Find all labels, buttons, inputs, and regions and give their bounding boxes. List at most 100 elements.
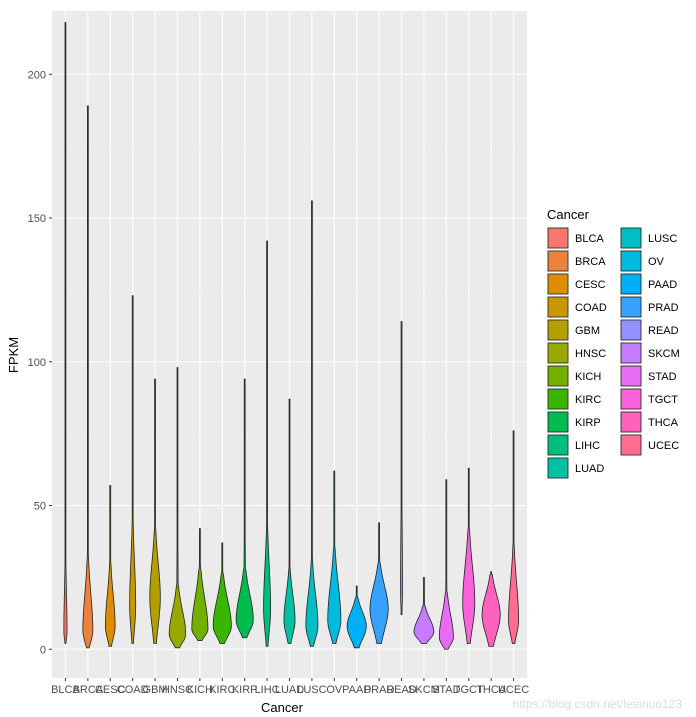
x-tick-label-tgct: TGCT	[454, 684, 484, 696]
legend-item-paad: PAAD	[620, 273, 677, 295]
y-tick-label: 100	[28, 357, 46, 369]
legend-swatch	[547, 342, 569, 364]
legend-item-prad: PRAD	[620, 296, 679, 318]
legend-swatch	[620, 342, 642, 364]
legend-label: LIHC	[575, 440, 600, 452]
legend-item-thca: THCA	[620, 411, 679, 433]
legend-item-kich: KICH	[547, 365, 601, 387]
y-tick-label: 0	[40, 644, 46, 656]
legend-label: KICH	[575, 371, 601, 383]
violin-brca	[82, 105, 94, 649]
legend-swatch	[620, 319, 642, 341]
violin-thca	[481, 571, 501, 647]
y-tick-label: 50	[34, 501, 46, 513]
legend-swatch	[547, 273, 569, 295]
legend-label: KIRP	[575, 417, 601, 429]
violin-luad	[283, 398, 296, 644]
violin-skcm	[413, 576, 435, 644]
legend-swatch	[620, 434, 642, 456]
legend-swatch	[620, 411, 642, 433]
legend-swatch	[547, 365, 569, 387]
legend-label: SKCM	[648, 348, 680, 360]
legend-item-luad: LUAD	[547, 457, 604, 479]
x-tick-label-kich: KICH	[187, 684, 213, 696]
legend-label: LUSC	[648, 233, 677, 245]
violin-stad	[438, 479, 454, 650]
x-tick-label-lihc: LIHC	[255, 684, 280, 696]
legend-swatch	[547, 250, 569, 272]
x-tick-label-kirp: KIRP	[232, 684, 258, 696]
x-tick-label-lusc: LUSC	[297, 684, 326, 696]
violin-ov	[327, 470, 342, 644]
x-tick-label-kirc: KIRC	[209, 684, 235, 696]
legend-label: LUAD	[575, 463, 604, 475]
legend-swatch	[620, 227, 642, 249]
legend-item-lihc: LIHC	[547, 434, 600, 456]
legend-item-hnsc: HNSC	[547, 342, 606, 364]
legend-item-kirc: KIRC	[547, 388, 601, 410]
legend-label: UCEC	[648, 440, 679, 452]
legend-label: STAD	[648, 371, 677, 383]
x-tick-label-coad: COAD	[117, 684, 149, 696]
legend-item-tgct: TGCT	[620, 388, 678, 410]
legend-swatch	[620, 365, 642, 387]
legend-label: THCA	[648, 417, 679, 429]
violins	[63, 22, 519, 650]
legend-label: GBM	[575, 325, 600, 337]
x-tick-label-blca: BLCA	[51, 684, 80, 696]
violin-kirp	[235, 378, 254, 639]
legend-swatch	[620, 273, 642, 295]
x-tick-label-luad: LUAD	[275, 684, 304, 696]
violin-ucec	[508, 430, 519, 644]
violin-cesc	[105, 484, 116, 647]
legend: Cancer BLCA BRCA CESC COAD GBM HNSC KICH KIRC KI…	[547, 207, 680, 479]
legend-swatch	[547, 457, 569, 479]
legend-item-kirp: KIRP	[547, 411, 601, 433]
x-tick-label-ov: OV	[326, 684, 343, 696]
x-tick-label-cesc: CESC	[95, 684, 126, 696]
y-axis: 0 50 100 150 200	[28, 69, 52, 656]
legend-title: Cancer	[547, 207, 590, 222]
legend-item-coad: COAD	[547, 296, 607, 318]
violin-blca	[63, 22, 68, 644]
violin-kirc	[212, 542, 232, 644]
legend-label: HNSC	[575, 348, 606, 360]
legend-item-ov: OV	[620, 250, 665, 272]
violin-tgct	[462, 467, 476, 644]
legend-swatch	[547, 227, 569, 249]
legend-item-gbm: GBM	[547, 319, 600, 341]
legend-label: TGCT	[648, 394, 678, 406]
legend-item-blca: BLCA	[547, 227, 604, 249]
legend-label: PAAD	[648, 279, 677, 291]
violin-read	[400, 321, 403, 616]
x-tick-label-read: READ	[386, 684, 417, 696]
legend-item-read: READ	[620, 319, 679, 341]
violin-lusc	[305, 200, 319, 647]
legend-swatch	[547, 388, 569, 410]
x-axis: BLCABRCACESCCOADGBMHNSCKICHKIRCKIRPLIHCL…	[51, 678, 529, 696]
violin-coad	[129, 295, 137, 644]
x-tick-label-thca: THCA	[476, 684, 507, 696]
violin-hnsc	[168, 367, 187, 649]
legend-label: BRCA	[575, 256, 606, 268]
legend-item-stad: STAD	[620, 365, 677, 387]
x-tick-label-paad: PAAD	[342, 684, 371, 696]
legend-swatch	[547, 319, 569, 341]
x-tick-label-hnsc: HNSC	[162, 684, 193, 696]
watermark: https://blog.csdn.net/leianuo123	[513, 697, 683, 711]
legend-label: OV	[648, 256, 665, 268]
x-tick-label-stad: STAD	[432, 684, 461, 696]
violin-lihc	[263, 240, 272, 647]
legend-label: PRAD	[648, 302, 679, 314]
legend-label: COAD	[575, 302, 607, 314]
legend-label: CESC	[575, 279, 606, 291]
x-tick-label-ucec: UCEC	[498, 684, 529, 696]
legend-label: KIRC	[575, 394, 601, 406]
y-tick-label: 150	[28, 213, 46, 225]
violin-prad	[369, 522, 389, 644]
x-tick-label-brca: BRCA	[73, 684, 104, 696]
x-tick-label-skcm: SKCM	[408, 684, 440, 696]
legend-swatch	[620, 388, 642, 410]
legend-item-lusc: LUSC	[620, 227, 677, 249]
